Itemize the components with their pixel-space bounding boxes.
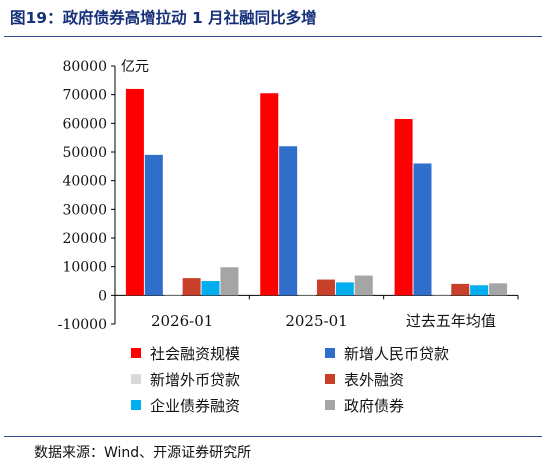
bar bbox=[335, 282, 354, 296]
bar bbox=[182, 278, 201, 296]
source-note: 数据来源：Wind、开源证券研究所 bbox=[34, 445, 252, 461]
y-tick-label: 0 bbox=[98, 288, 107, 304]
bar bbox=[298, 294, 317, 296]
bar bbox=[220, 267, 239, 296]
title-rule bbox=[4, 36, 542, 37]
bar bbox=[394, 119, 413, 296]
bar bbox=[260, 93, 279, 296]
y-tick-label: 50000 bbox=[62, 145, 107, 161]
legend-swatch bbox=[131, 348, 141, 358]
legend-swatch bbox=[325, 374, 335, 384]
bar bbox=[432, 294, 451, 296]
bar bbox=[144, 154, 163, 296]
legend-label: 政府债券 bbox=[344, 397, 404, 415]
y-tick-label: 70000 bbox=[62, 88, 107, 104]
legend-label: 表外融资 bbox=[344, 371, 404, 389]
y-tick-label: 80000 bbox=[62, 59, 107, 75]
legend-swatch bbox=[131, 400, 141, 410]
bars bbox=[125, 88, 508, 296]
bar bbox=[125, 88, 144, 296]
bar-chart: 亿元 80000 70000 60000 50000 40000 30000 20000 10… bbox=[58, 59, 519, 415]
y-tick-label: -10000 bbox=[58, 317, 107, 333]
y-tick-label: 40000 bbox=[62, 174, 107, 190]
x-category-label: 过去五年均值 bbox=[406, 312, 496, 330]
bar bbox=[413, 163, 432, 296]
x-axis: 2026-01 2025-01 过去五年均值 bbox=[114, 294, 519, 330]
legend-swatch bbox=[131, 374, 141, 384]
legend-label: 企业债券融资 bbox=[150, 397, 240, 415]
y-unit-label: 亿元 bbox=[121, 59, 149, 75]
legend-label: 新增外币贷款 bbox=[150, 371, 240, 389]
legend-label: 社会融资规模 bbox=[150, 345, 240, 363]
bar bbox=[354, 275, 373, 296]
source-rule bbox=[4, 436, 542, 437]
y-tick-label: 30000 bbox=[62, 202, 107, 218]
bar bbox=[470, 285, 489, 296]
x-category-label: 2026-01 bbox=[151, 312, 213, 330]
bar bbox=[316, 279, 335, 296]
y-tick-label: 20000 bbox=[62, 231, 107, 247]
legend-swatch bbox=[325, 400, 335, 410]
figure-title: 图19：政府债券高增拉动 1 月社融同比多增 bbox=[10, 9, 317, 27]
bar bbox=[201, 281, 220, 296]
legend-label: 新增人民币贷款 bbox=[344, 345, 449, 363]
x-category-label: 2025-01 bbox=[285, 312, 347, 330]
bar bbox=[163, 294, 182, 296]
bar bbox=[451, 283, 470, 296]
y-tick-label: 60000 bbox=[62, 116, 107, 132]
bar bbox=[279, 146, 298, 296]
y-axis: 80000 70000 60000 50000 40000 30000 20000 10000… bbox=[58, 59, 116, 333]
legend-swatch bbox=[325, 348, 335, 358]
bar bbox=[489, 283, 508, 296]
y-tick-label: 10000 bbox=[62, 260, 107, 276]
